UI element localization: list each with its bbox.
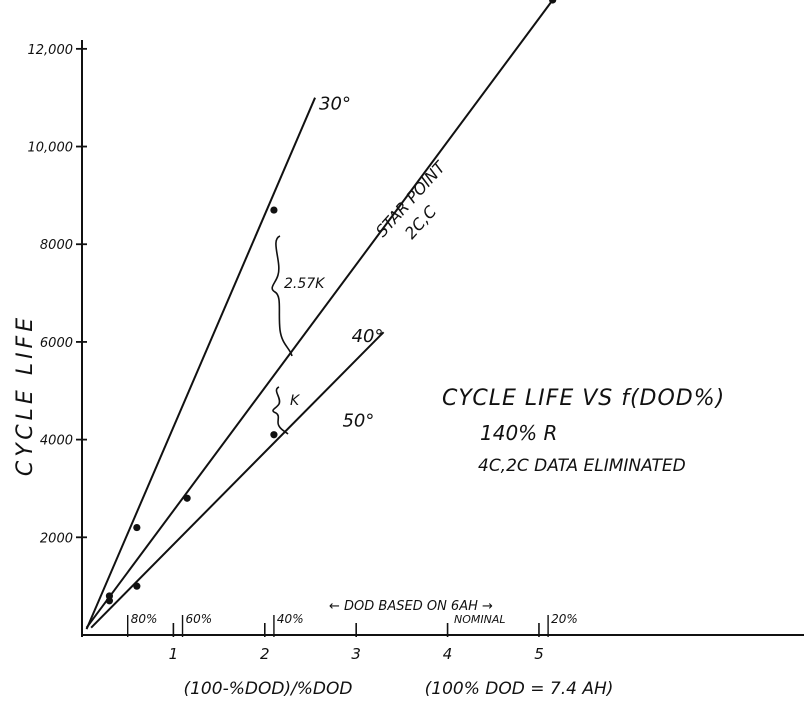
dod-marker-label-80: 80% — [131, 612, 158, 626]
data-point-40-1 — [183, 494, 191, 502]
x-axis-label: (100-%DOD)/%DOD — [183, 679, 352, 699]
dod-marker-label-40: 40% — [277, 612, 304, 626]
x-axis-note: (100% DOD = 7.4 AH) — [425, 679, 614, 699]
dod-marker-label-60: 60% — [186, 612, 213, 626]
data-point-50-2 — [270, 431, 278, 439]
series-label-40: 40° — [352, 326, 384, 347]
data-point-30-0 — [133, 523, 141, 532]
data-point-40-2 — [549, 0, 557, 4]
annotation-2-57k: 2.57K — [284, 276, 326, 292]
annotation-k: K — [290, 393, 301, 409]
dod-note-top: ← DOD BASED ON 6AH → — [329, 599, 493, 614]
dod-note-bottom: NOMINAL — [454, 613, 506, 626]
series-line-30 — [85, 97, 316, 630]
series-line-50 — [90, 331, 385, 629]
series-line-40 — [85, 0, 554, 629]
y-axis-label: CYCLE LIFE — [13, 314, 38, 476]
y-tick-label-4000: 4000 — [40, 434, 73, 449]
x-tick-label-5: 5 — [534, 645, 544, 663]
chart-title: CYCLE LIFE VS f(DOD%) — [442, 386, 725, 411]
dod-marker-label-20: 20% — [551, 612, 578, 626]
x-tick-label-3: 3 — [351, 645, 361, 663]
x-tick-label-1: 1 — [169, 645, 179, 663]
chart-subtitle-2: 4C,2C DATA ELIMINATED — [478, 456, 686, 476]
y-tick-label-6000: 6000 — [40, 336, 73, 351]
series-label-50: 50° — [342, 411, 374, 432]
y-tick-label-10000: 10,000 — [28, 141, 74, 156]
series-label-30: 30° — [319, 94, 351, 115]
brace-2-57k — [271, 235, 293, 357]
data-point-30-1 — [270, 206, 278, 214]
plot-area: 2000 4000 6000 8000 10,000 12,000 1 2 3 4 5 80% 60% 4… — [28, 0, 578, 663]
brace-k — [272, 386, 289, 435]
x-tick-label-2: 2 — [260, 645, 270, 663]
y-tick-label-12000: 12,000 — [28, 43, 74, 58]
y-tick-label-8000: 8000 — [40, 238, 73, 253]
x-tick-label-4: 4 — [443, 645, 453, 663]
chart-subtitle-1: 140% R — [480, 421, 557, 445]
data-point-50-1 — [133, 582, 141, 590]
y-tick-label-2000: 2000 — [40, 531, 73, 546]
data-point-50-0 — [105, 597, 114, 605]
